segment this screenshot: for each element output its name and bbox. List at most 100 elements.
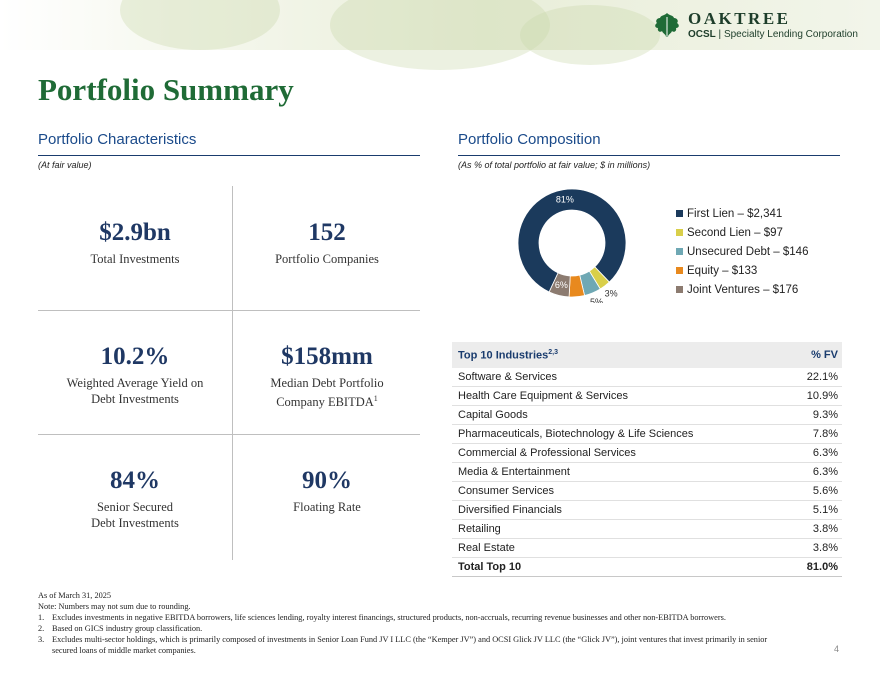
industry-name: Real Estate [458,542,515,554]
total-label: Total Top 10 [458,561,522,573]
slice-label: 6% [555,280,568,290]
stat-total-investments: $2.9bn Total Investments [40,218,230,267]
stat-portfolio-companies: 152 Portfolio Companies [232,218,422,267]
industry-name: Capital Goods [458,409,528,421]
industry-value: 5.6% [812,485,838,497]
industry-name: Retailing [458,523,501,535]
industry-name: Media & Entertainment [458,466,570,478]
industry-name: Consumer Services [458,485,554,497]
characteristics-rule [38,155,420,156]
legend-item: Equity – $133 [676,261,808,280]
stat-value: 152 [308,219,346,246]
footnote-ref: 1 [373,394,378,403]
stat-label: Median Debt Portfolio Company EBITDA1 [270,376,384,410]
composition-title: Portfolio Composition [458,131,601,148]
table-row: Commercial & Professional Services 6.3% [452,444,842,463]
industry-value: 6.3% [812,447,838,459]
stat-label: Floating Rate [293,500,361,514]
banner-decoration [520,5,660,65]
legend-label: Joint Ventures – $176 [687,283,799,296]
table-body: Software & Services 22.1% Health Care Equi… [452,368,842,558]
stat-weighted-average-yield: 10.2% Weighted Average Yield on Debt Inve… [40,342,230,407]
slice-label: 5% [590,297,603,303]
table-row: Media & Entertainment 6.3% [452,463,842,482]
stat-floating-rate: 90% Floating Rate [232,466,422,515]
industry-name: Diversified Financials [458,504,562,516]
stat-label: Senior Secured Debt Investments [91,500,179,530]
industry-value: 6.3% [812,466,838,478]
table-row: Software & Services 22.1% [452,368,842,387]
industry-name: Pharmaceuticals, Biotechnology & Life Sc… [458,428,694,440]
table-row: Consumer Services 5.6% [452,482,842,501]
page-title: Portfolio Summary [38,72,294,107]
footnote-3: 3. Excludes multi-sector holdings, which … [38,635,768,644]
industry-name: Commercial & Professional Services [458,447,636,459]
industry-value: 7.8% [812,428,838,440]
as-of-date: As of March 31, 2025 [38,591,112,600]
industry-value: 10.9% [806,390,838,402]
characteristics-note: (At fair value) [38,160,92,170]
banner-decoration [330,0,550,70]
logo-name: OAKTREE [688,9,791,28]
industry-value: 22.1% [806,371,838,383]
slice-label: 81% [556,195,574,205]
total-value: 81.0% [806,561,838,573]
legend-item: Unsecured Debt – $146 [676,242,808,261]
table-row: Health Care Equipment & Services 10.9% [452,387,842,406]
table-header-label: Top 10 Industries2,3 [458,348,558,362]
footnote-3-continuation: secured loans of middle market companies… [52,646,196,655]
legend-swatch [676,248,683,255]
footnotes: As of March 31, 2025 Note: Numbers may n… [38,590,838,656]
stat-value: $2.9bn [99,219,171,246]
legend-label: First Lien – $2,341 [687,207,783,220]
stat-label: Weighted Average Yield on Debt Investment… [66,376,204,406]
legend-label: Equity – $133 [687,264,758,277]
footnote-1: 1. Excludes investments in negative EBITD… [38,613,726,622]
grid-divider-horizontal [38,310,420,311]
industry-value: 9.3% [812,409,838,421]
stat-value: 10.2% [100,343,170,370]
stat-senior-secured: 84% Senior Secured Debt Investments [40,466,230,531]
legend-swatch [676,267,683,274]
legend-label: Unsecured Debt – $146 [687,245,809,258]
table-header: Top 10 Industries2,3 % FV [452,342,842,368]
legend-item: Joint Ventures – $176 [676,280,808,299]
legend-swatch [676,229,683,236]
composition-note: (As % of total portfolio at fair value; … [458,160,651,170]
slice-label: 3% [605,289,618,299]
legend-swatch [676,210,683,217]
legend-item: Second Lien – $97 [676,223,808,242]
legend-swatch [676,286,683,293]
table-row: Pharmaceuticals, Biotechnology & Life Sc… [452,425,842,444]
slice-label: 5% [571,302,584,303]
legend-item: First Lien – $2,341 [676,204,808,223]
rounding-note: Note: Numbers may not sum due to roundin… [38,602,191,611]
industry-name: Health Care Equipment & Services [458,390,628,402]
donut-slice [548,272,571,298]
header-banner [0,0,880,70]
table-row: Retailing 3.8% [452,520,842,539]
logo-tagline: OCSL | Specialty Lending Corporation [688,29,858,40]
top-industries-table: Top 10 Industries2,3 % FV Software & Ser… [452,342,842,577]
portfolio-composition-donut-chart: 81%3%5%5%6% [517,188,627,303]
composition-rule [458,155,840,156]
grid-divider-vertical [232,186,233,560]
chart-legend: First Lien – $2,341 Second Lien – $97 Unse… [676,204,808,299]
stat-median-ebitda: $158mm Median Debt Portfolio Company EBIT… [232,342,422,410]
industry-value: 3.8% [812,542,838,554]
donut-slice [517,188,627,293]
industry-value: 5.1% [812,504,838,516]
table-row: Capital Goods 9.3% [452,406,842,425]
table-total-row: Total Top 10 81.0% [452,558,842,577]
stat-value: 90% [302,467,352,494]
company-logo: OAKTREE OCSL | Specialty Lending Corpora… [652,8,872,44]
stat-label: Total Investments [90,252,180,266]
banner-decoration [120,0,280,50]
footnote-2: 2. Based on GICS industry group classific… [38,624,203,633]
oak-leaf-icon [655,13,679,37]
table-row: Diversified Financials 5.1% [452,501,842,520]
page-number: 4 [834,644,840,654]
industry-name: Software & Services [458,371,558,383]
stat-label: Portfolio Companies [275,252,379,266]
characteristics-title: Portfolio Characteristics [38,131,197,148]
